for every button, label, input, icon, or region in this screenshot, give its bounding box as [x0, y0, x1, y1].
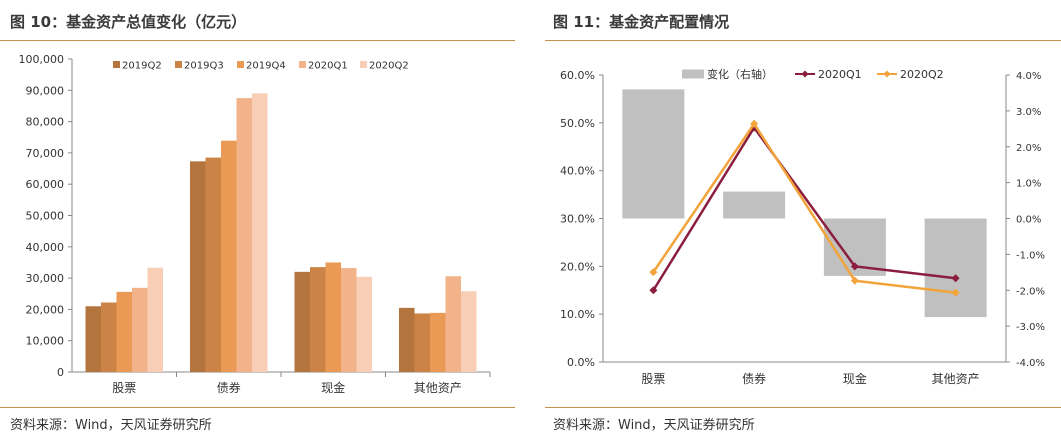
bar [132, 287, 148, 372]
series-line [652, 121, 956, 294]
bar [116, 291, 132, 372]
y-tick-label: 0.0% [567, 356, 595, 369]
y2-tick-label: -1.0% [1016, 250, 1045, 261]
legend-swatch [682, 69, 704, 79]
series-marker [951, 274, 960, 283]
y-tick-label: 50,000 [26, 210, 65, 223]
change-bar [723, 191, 786, 219]
y-tick-label: 90,000 [26, 84, 65, 97]
legend-label: 2019Q2 [122, 61, 162, 72]
x-tick-label: 现金 [321, 380, 345, 395]
y-tick-label: 60.0% [560, 69, 595, 82]
bar [221, 140, 237, 372]
bar [294, 271, 310, 372]
y-tick-label: 40.0% [560, 165, 595, 178]
series-marker [850, 276, 859, 285]
change-bar [823, 218, 886, 276]
legend-label: 变化（右轴） [707, 67, 773, 81]
series-marker [951, 288, 960, 297]
y-tick-label: 40,000 [26, 241, 65, 254]
y2-tick-label: -3.0% [1016, 322, 1045, 333]
y2-tick-label: 2.0% [1016, 143, 1041, 154]
x-tick-label: 股票 [641, 372, 665, 386]
bar [341, 268, 357, 372]
change-bar [924, 218, 987, 318]
legend-label: 2020Q2 [369, 61, 409, 72]
legend-label: 2019Q4 [246, 61, 286, 72]
series-marker [649, 268, 658, 277]
legend-swatch [237, 61, 244, 68]
bar [399, 307, 415, 372]
y-tick-label: 70,000 [26, 147, 65, 160]
bar [430, 312, 446, 372]
legend-label: 2020Q1 [818, 68, 862, 81]
change-bar [622, 89, 685, 219]
y-tick-label: 20.0% [560, 260, 595, 273]
x-tick-label: 股票 [112, 381, 136, 395]
y2-tick-label: 0.0% [1016, 215, 1041, 226]
bar [461, 291, 477, 372]
y-tick-label: 30,000 [26, 272, 65, 285]
y-tick-label: 10.0% [560, 308, 595, 321]
legend-label: 2019Q3 [184, 61, 224, 72]
bar [236, 98, 252, 372]
legend-label: 2020Q1 [308, 61, 348, 72]
y-tick-label: 20,000 [26, 303, 65, 316]
legend-marker [801, 70, 809, 78]
series-marker [750, 123, 759, 132]
left-chart-title: 图 10：基金资产总值变化（亿元） [10, 13, 247, 31]
legend-marker [883, 70, 891, 78]
y-tick-label: 30.0% [560, 213, 595, 226]
legend-swatch [113, 61, 120, 68]
bar [205, 157, 221, 372]
y-tick-label: 10,000 [26, 335, 65, 348]
y2-tick-label: -4.0% [1016, 358, 1045, 369]
y-tick-label: 50.0% [560, 117, 595, 130]
bar [310, 267, 326, 372]
y-tick-label: 100,000 [19, 53, 65, 66]
bar [356, 276, 372, 372]
y-tick-label: 80,000 [26, 116, 65, 129]
bar [147, 267, 163, 372]
legend-swatch [360, 61, 367, 68]
bar [445, 276, 461, 372]
bar [85, 306, 101, 372]
x-tick-label: 其他资产 [932, 372, 980, 386]
x-tick-label: 其他资产 [414, 381, 462, 395]
left-title-rule [0, 40, 515, 41]
legend-swatch [175, 61, 182, 68]
right-chart-title: 图 11：基金资产配置情况 [553, 13, 730, 31]
left-chart-source: 资料来源：Wind，天风证券研究所 [10, 418, 212, 433]
left-bar-chart: 0 10,000 20,000 30,000 40,000 50,000 60,000 70,… [19, 53, 491, 395]
y2-tick-label: 3.0% [1016, 107, 1041, 118]
series-line [652, 125, 956, 291]
y2-tick-label: 1.0% [1016, 179, 1041, 190]
series-marker [850, 262, 859, 271]
y-tick-label: 0 [57, 366, 64, 379]
x-tick-label: 债券 [742, 371, 766, 386]
y-tick-label: 60,000 [26, 178, 65, 191]
y2-tick-label: 4.0% [1016, 71, 1041, 82]
right-title-rule [545, 40, 1061, 41]
series-marker [649, 286, 658, 295]
bar [252, 93, 268, 373]
y2-tick-label: -2.0% [1016, 286, 1045, 297]
bar [325, 262, 341, 372]
bar [101, 302, 117, 372]
bar [190, 161, 206, 372]
legend-label: 2020Q2 [900, 68, 944, 81]
right-source-rule [545, 407, 1061, 408]
x-tick-label: 债券 [217, 380, 241, 395]
left-source-rule [0, 407, 515, 408]
legend-swatch [299, 61, 306, 68]
series-marker [750, 119, 759, 128]
right-chart-source: 资料来源：Wind，天风证券研究所 [553, 418, 755, 433]
bar [414, 313, 430, 372]
x-tick-label: 现金 [843, 371, 867, 386]
